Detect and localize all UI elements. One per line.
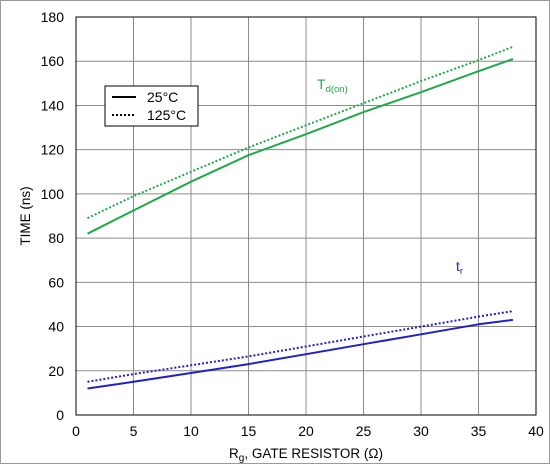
annotation-td-on-sub: d(on) bbox=[326, 84, 348, 95]
annotation-td-on: Td(on) bbox=[317, 76, 348, 95]
annotation-td-on-main: T bbox=[317, 76, 326, 92]
y-tick-label: 160 bbox=[41, 53, 65, 69]
x-tick-label: 25 bbox=[356, 423, 372, 439]
grid bbox=[75, 16, 537, 416]
y-tick-label: 180 bbox=[41, 9, 65, 25]
x-tick-label: 30 bbox=[413, 423, 429, 439]
y-tick-label: 80 bbox=[48, 230, 64, 246]
tick-labels: 0 5 10 15 20 25 30 35 40 0 20 40 60 80 100 120 140 160 180 bbox=[41, 9, 544, 439]
plot-border bbox=[75, 16, 537, 416]
series-line-t-r-125c bbox=[87, 310, 514, 383]
series-line-t-d-on--125c bbox=[87, 45, 514, 220]
y-tick-label: 140 bbox=[41, 97, 65, 113]
x-tick-label: 15 bbox=[241, 423, 257, 439]
x-axis-label: Rg, GATE RESISTOR (Ω) bbox=[229, 446, 383, 464]
y-tick-label: 60 bbox=[48, 274, 64, 290]
annotation-tr: tr bbox=[456, 258, 463, 277]
series-line-t-r-25c bbox=[87, 318, 514, 390]
x-tick-label: 5 bbox=[130, 423, 138, 439]
legend-label-125c: 125°C bbox=[147, 107, 186, 123]
y-tick-label: 40 bbox=[48, 319, 64, 335]
series-lines bbox=[87, 45, 514, 390]
y-tick-label: 20 bbox=[48, 363, 64, 379]
x-tick-label: 0 bbox=[72, 423, 80, 439]
annotation-tr-sub: r bbox=[460, 266, 463, 277]
series-line-t-d-on--25c bbox=[87, 58, 514, 235]
y-tick-label: 0 bbox=[56, 407, 64, 423]
x-axis-label-sub: g bbox=[239, 453, 245, 464]
x-axis-label-rest: , GATE RESISTOR (Ω) bbox=[244, 446, 383, 461]
x-tick-label: 40 bbox=[528, 423, 544, 439]
x-axis-label-main: R bbox=[229, 446, 239, 461]
legend-label-25c: 25°C bbox=[147, 89, 178, 105]
y-tick-label: 120 bbox=[41, 142, 65, 158]
x-tick-label: 10 bbox=[183, 423, 199, 439]
x-tick-label: 35 bbox=[471, 423, 487, 439]
legend-box bbox=[104, 85, 199, 127]
y-tick-label: 100 bbox=[41, 186, 65, 202]
x-tick-label: 20 bbox=[298, 423, 314, 439]
annotation-tr-main: t bbox=[456, 258, 460, 274]
y-axis-label: TIME (ns) bbox=[18, 186, 33, 245]
legend: 25°C 125°C bbox=[104, 85, 199, 127]
